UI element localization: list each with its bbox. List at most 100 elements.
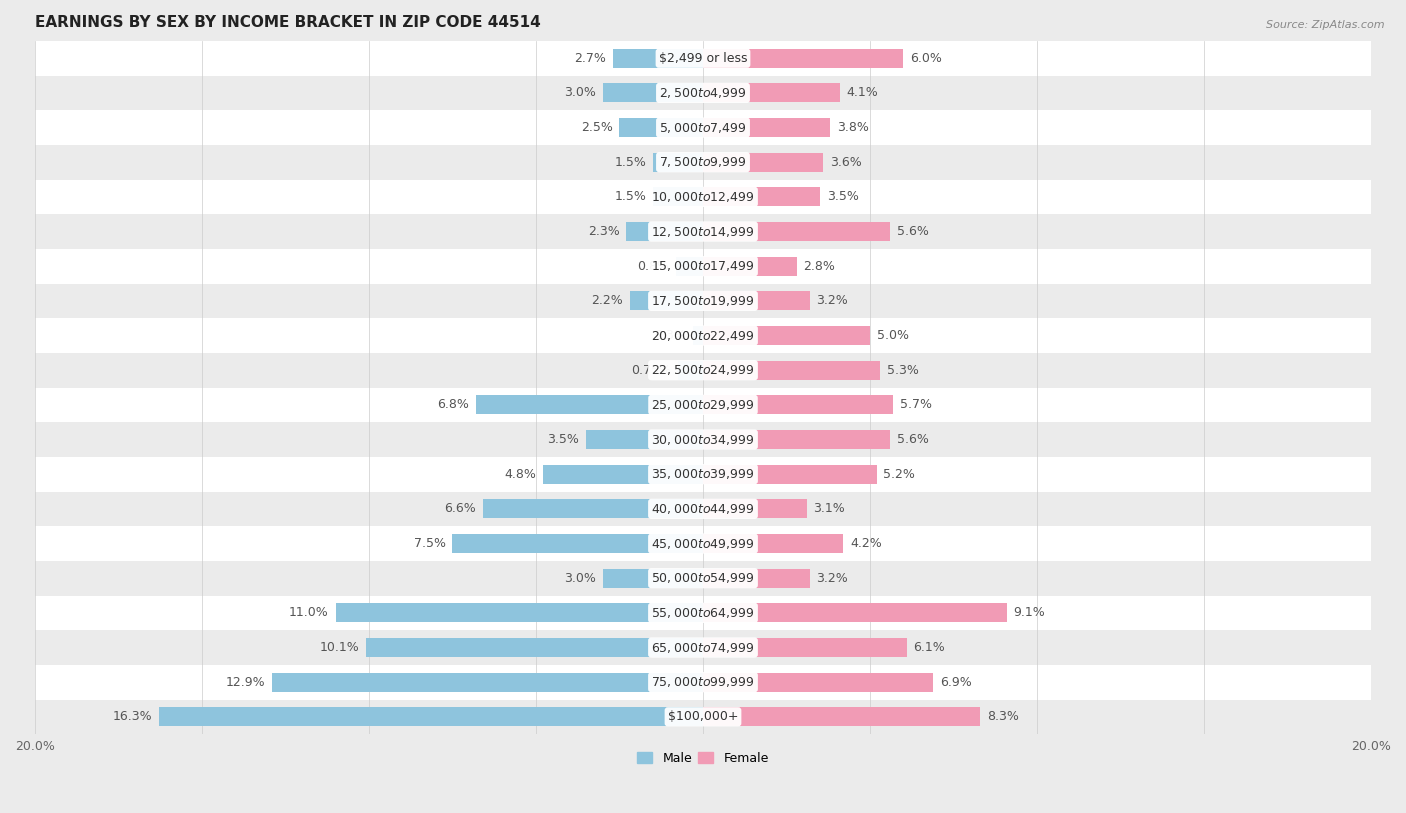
Bar <box>453 534 703 553</box>
Text: $10,000 to $12,499: $10,000 to $12,499 <box>651 190 755 204</box>
Text: 3.0%: 3.0% <box>564 86 596 99</box>
Text: 16.3%: 16.3% <box>112 711 152 724</box>
Text: 3.5%: 3.5% <box>547 433 579 446</box>
Text: 5.6%: 5.6% <box>897 433 928 446</box>
Bar <box>35 318 1371 353</box>
Bar <box>35 526 1371 561</box>
Text: $100,000+: $100,000+ <box>668 711 738 724</box>
Text: $75,000 to $99,999: $75,000 to $99,999 <box>651 675 755 689</box>
Bar <box>35 180 1371 214</box>
Bar <box>586 430 703 449</box>
Text: $25,000 to $29,999: $25,000 to $29,999 <box>651 398 755 412</box>
Bar <box>475 395 703 415</box>
Text: $35,000 to $39,999: $35,000 to $39,999 <box>651 467 755 481</box>
Bar <box>676 257 703 276</box>
Text: $12,500 to $14,999: $12,500 to $14,999 <box>651 224 755 238</box>
Bar <box>703 257 797 276</box>
Bar <box>35 422 1371 457</box>
Text: 3.6%: 3.6% <box>830 156 862 169</box>
Text: 4.2%: 4.2% <box>851 537 882 550</box>
Text: $22,500 to $24,999: $22,500 to $24,999 <box>651 363 755 377</box>
Bar <box>703 430 890 449</box>
Bar <box>366 638 703 657</box>
Text: 0.3%: 0.3% <box>654 329 686 342</box>
Text: 6.1%: 6.1% <box>914 641 945 654</box>
Bar <box>603 84 703 102</box>
Text: 6.6%: 6.6% <box>444 502 475 515</box>
Bar <box>703 568 810 588</box>
Bar <box>703 395 893 415</box>
Bar <box>159 707 703 726</box>
Bar <box>35 353 1371 388</box>
Bar <box>703 603 1007 623</box>
Text: 3.5%: 3.5% <box>827 190 859 203</box>
Bar <box>35 457 1371 492</box>
Text: 2.7%: 2.7% <box>574 52 606 65</box>
Text: 4.8%: 4.8% <box>505 467 536 480</box>
Bar <box>35 41 1371 76</box>
Bar <box>703 326 870 345</box>
Text: 5.6%: 5.6% <box>897 225 928 238</box>
Bar <box>652 187 703 207</box>
Text: 3.1%: 3.1% <box>813 502 845 515</box>
Bar <box>703 638 907 657</box>
Bar <box>543 465 703 484</box>
Text: 5.2%: 5.2% <box>883 467 915 480</box>
Bar <box>703 153 824 172</box>
Text: 10.1%: 10.1% <box>319 641 359 654</box>
Bar <box>703 49 904 67</box>
Bar <box>482 499 703 519</box>
Text: 6.0%: 6.0% <box>910 52 942 65</box>
Text: 0.8%: 0.8% <box>637 259 669 272</box>
Text: 11.0%: 11.0% <box>290 606 329 620</box>
Text: $20,000 to $22,499: $20,000 to $22,499 <box>651 328 755 342</box>
Text: 5.0%: 5.0% <box>877 329 908 342</box>
Text: 5.7%: 5.7% <box>900 398 932 411</box>
Text: 1.5%: 1.5% <box>614 156 647 169</box>
Bar <box>703 707 980 726</box>
Text: $55,000 to $64,999: $55,000 to $64,999 <box>651 606 755 620</box>
Bar <box>35 76 1371 111</box>
Text: $17,500 to $19,999: $17,500 to $19,999 <box>651 293 755 308</box>
Bar <box>693 326 703 345</box>
Bar <box>35 665 1371 699</box>
Text: 12.9%: 12.9% <box>226 676 266 689</box>
Bar <box>35 111 1371 145</box>
Text: 8.3%: 8.3% <box>987 711 1019 724</box>
Text: 7.5%: 7.5% <box>413 537 446 550</box>
Bar <box>626 222 703 241</box>
Text: $2,499 or less: $2,499 or less <box>659 52 747 65</box>
Bar <box>703 361 880 380</box>
Bar <box>35 492 1371 526</box>
Text: $5,000 to $7,499: $5,000 to $7,499 <box>659 120 747 134</box>
Bar <box>35 388 1371 422</box>
Text: 9.1%: 9.1% <box>1014 606 1046 620</box>
Bar <box>703 291 810 311</box>
Text: 3.8%: 3.8% <box>837 121 869 134</box>
Bar <box>35 249 1371 284</box>
Bar <box>273 672 703 692</box>
Text: 3.2%: 3.2% <box>817 572 848 585</box>
Text: $50,000 to $54,999: $50,000 to $54,999 <box>651 572 755 585</box>
Bar <box>703 118 830 137</box>
Bar <box>35 699 1371 734</box>
Text: $30,000 to $34,999: $30,000 to $34,999 <box>651 433 755 446</box>
Text: 2.5%: 2.5% <box>581 121 613 134</box>
Text: $15,000 to $17,499: $15,000 to $17,499 <box>651 259 755 273</box>
Bar <box>703 84 839 102</box>
Bar <box>630 291 703 311</box>
Bar <box>703 672 934 692</box>
Bar <box>35 214 1371 249</box>
Text: 0.75%: 0.75% <box>631 363 671 376</box>
Text: Source: ZipAtlas.com: Source: ZipAtlas.com <box>1267 20 1385 30</box>
Legend: Male, Female: Male, Female <box>633 746 773 770</box>
Text: 2.2%: 2.2% <box>591 294 623 307</box>
Text: 2.3%: 2.3% <box>588 225 620 238</box>
Bar <box>35 561 1371 595</box>
Text: $45,000 to $49,999: $45,000 to $49,999 <box>651 537 755 550</box>
Bar <box>336 603 703 623</box>
Text: 6.9%: 6.9% <box>941 676 972 689</box>
Bar <box>620 118 703 137</box>
Text: $40,000 to $44,999: $40,000 to $44,999 <box>651 502 755 516</box>
Text: 2.8%: 2.8% <box>803 259 835 272</box>
